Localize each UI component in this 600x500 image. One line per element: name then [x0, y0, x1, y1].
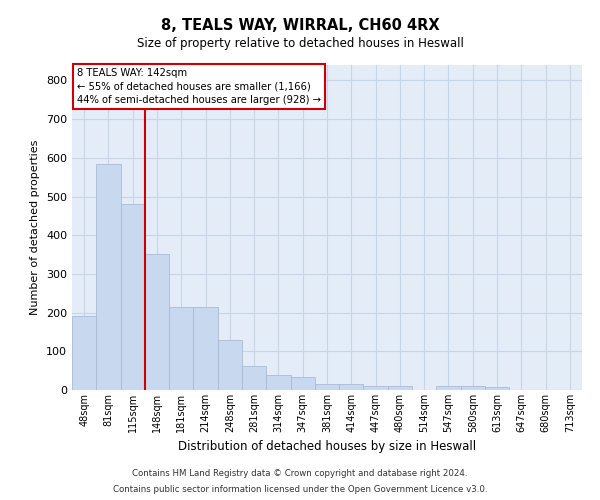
Bar [461, 386, 485, 390]
Bar [436, 386, 461, 390]
Bar [388, 386, 412, 390]
Bar [145, 254, 169, 390]
Bar [339, 384, 364, 390]
Bar [290, 377, 315, 390]
Bar [96, 164, 121, 390]
Bar [218, 340, 242, 390]
Bar [364, 386, 388, 390]
Bar [169, 307, 193, 390]
Text: Size of property relative to detached houses in Heswall: Size of property relative to detached ho… [137, 38, 463, 51]
Bar [315, 384, 339, 390]
Y-axis label: Number of detached properties: Number of detached properties [31, 140, 40, 315]
Text: Contains public sector information licensed under the Open Government Licence v3: Contains public sector information licen… [113, 485, 487, 494]
Text: 8, TEALS WAY, WIRRAL, CH60 4RX: 8, TEALS WAY, WIRRAL, CH60 4RX [161, 18, 439, 32]
Bar [121, 204, 145, 390]
Bar [193, 307, 218, 390]
Bar [242, 366, 266, 390]
Text: Contains HM Land Registry data © Crown copyright and database right 2024.: Contains HM Land Registry data © Crown c… [132, 468, 468, 477]
X-axis label: Distribution of detached houses by size in Heswall: Distribution of detached houses by size … [178, 440, 476, 454]
Bar [72, 316, 96, 390]
Bar [266, 374, 290, 390]
Text: 8 TEALS WAY: 142sqm
← 55% of detached houses are smaller (1,166)
44% of semi-det: 8 TEALS WAY: 142sqm ← 55% of detached ho… [77, 68, 321, 104]
Bar [485, 388, 509, 390]
